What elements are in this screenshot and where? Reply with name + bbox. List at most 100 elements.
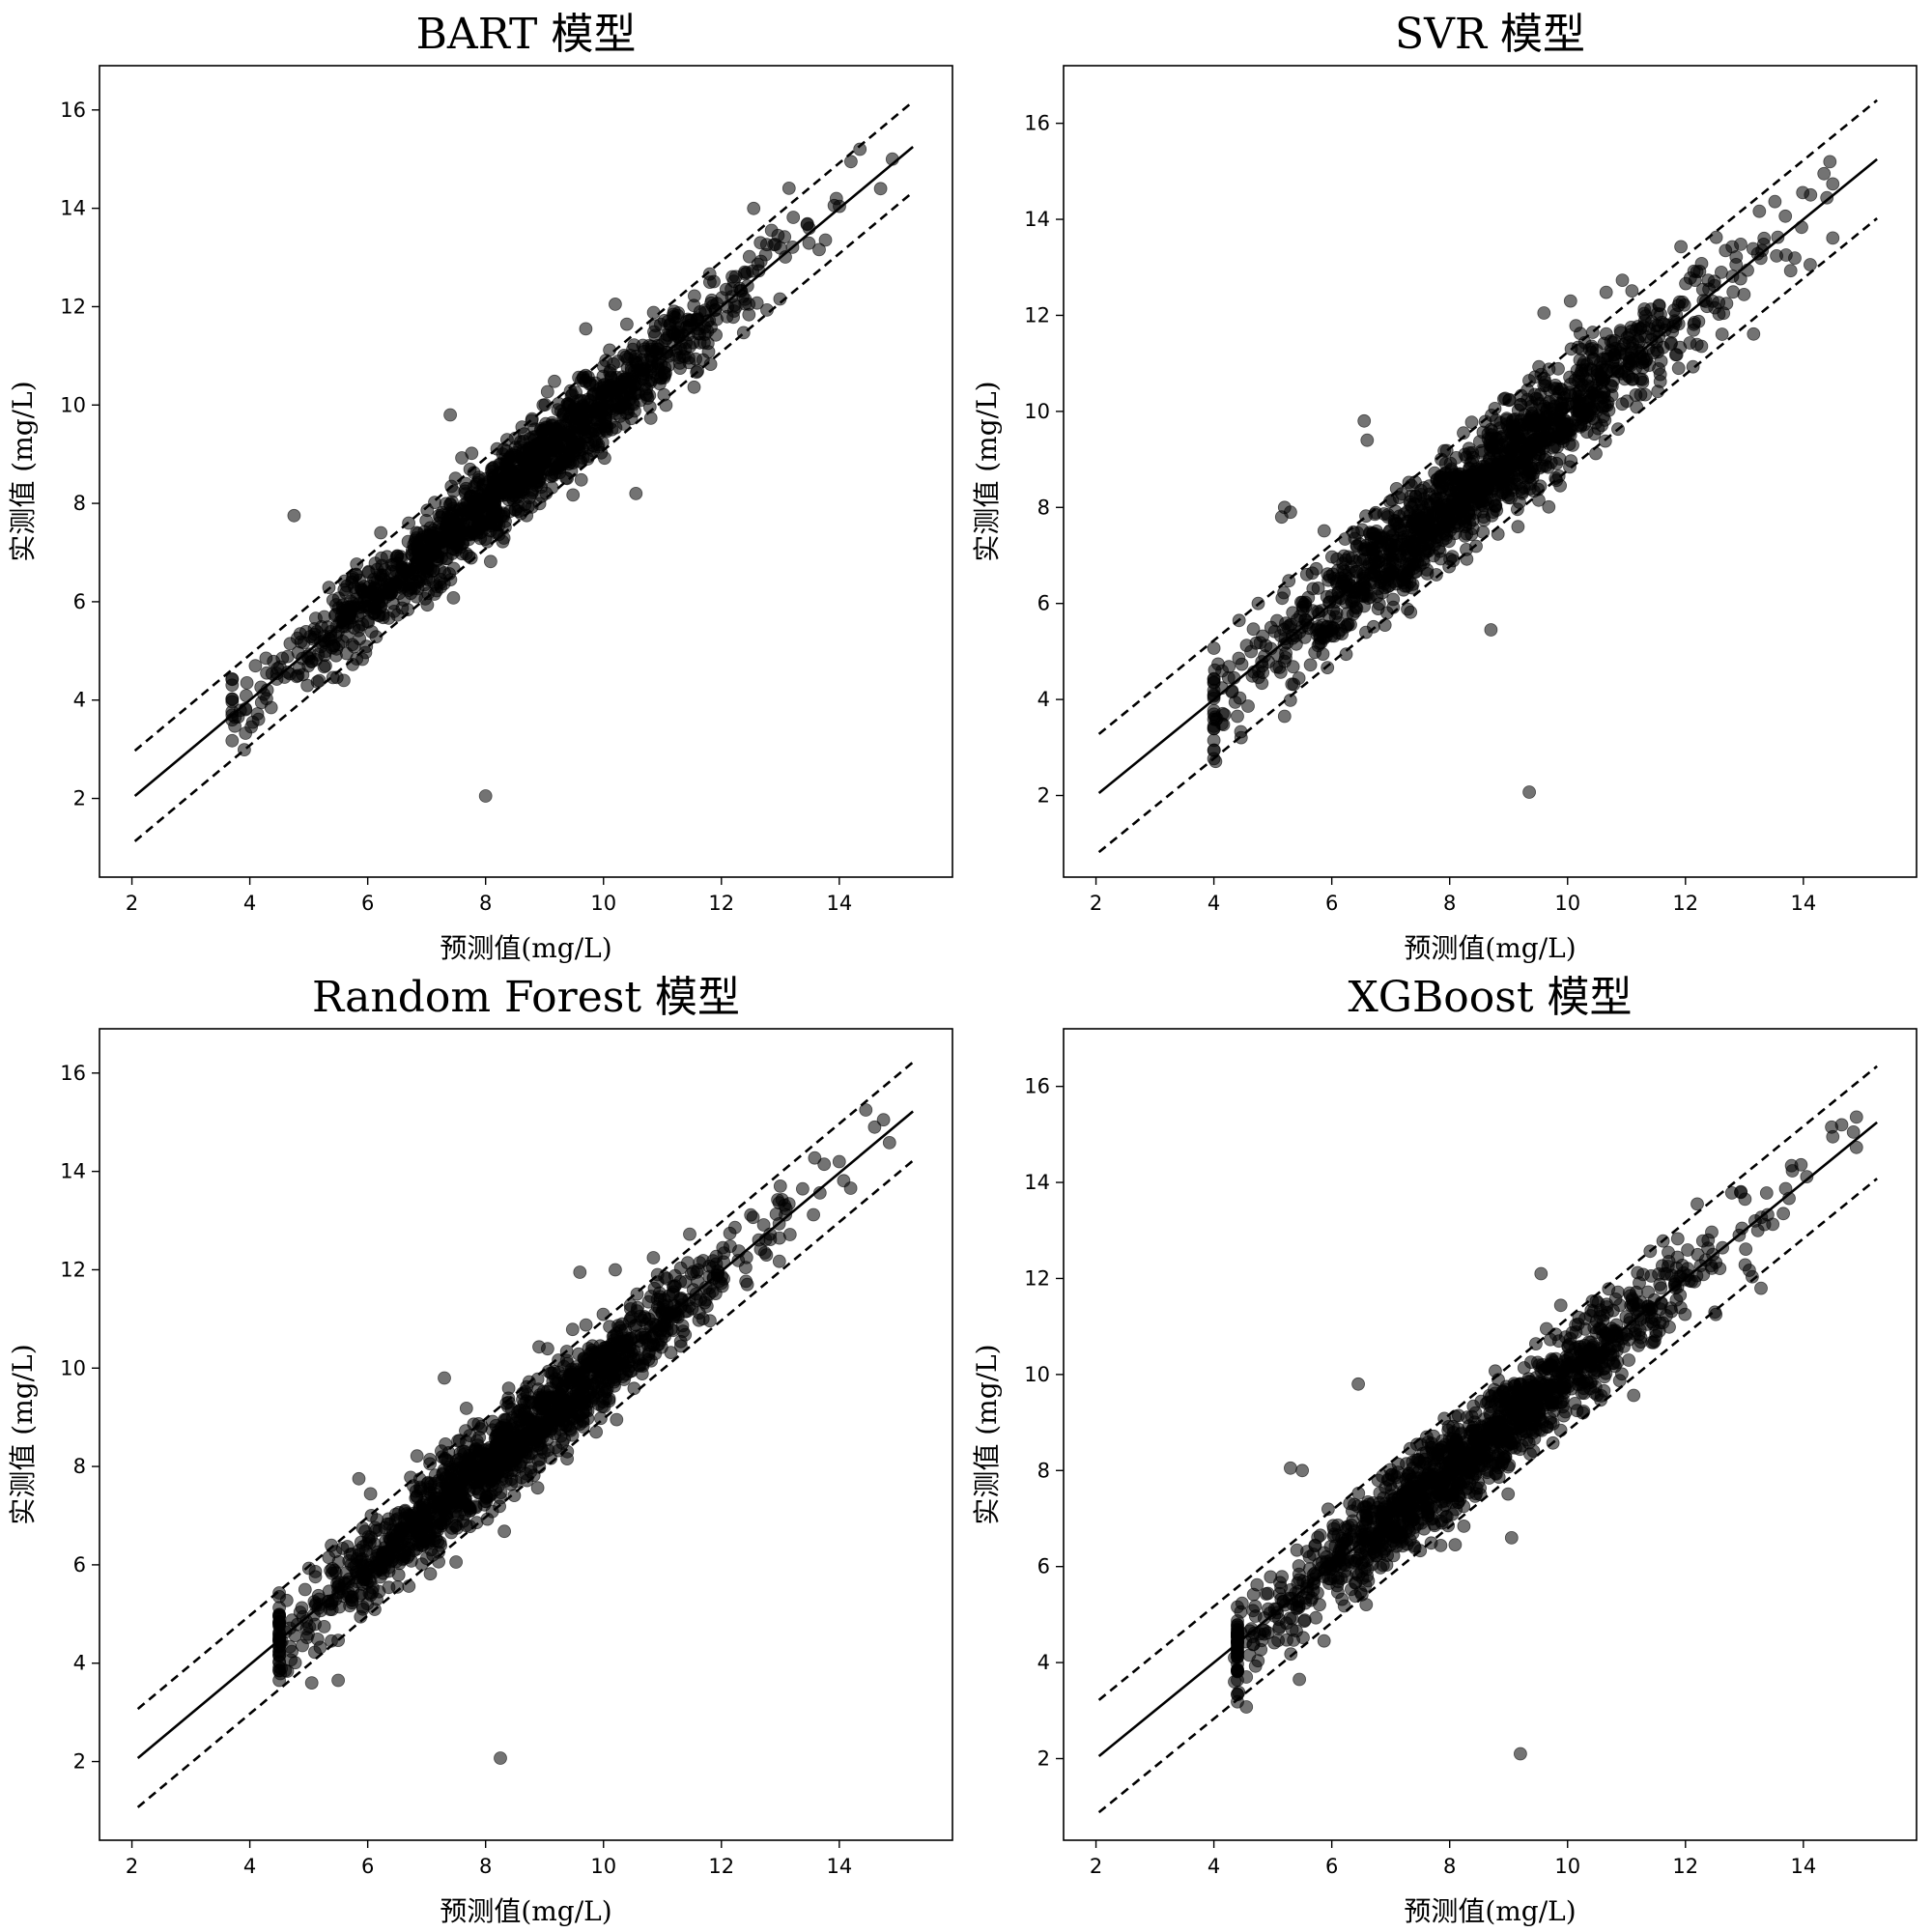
scatter-point (757, 1246, 772, 1260)
scatter-point (1461, 497, 1475, 512)
scatter-point (1350, 539, 1364, 553)
y-tick-label: 10 (60, 1356, 86, 1379)
scatter-point (1438, 467, 1452, 481)
scatter-point (560, 1452, 574, 1465)
scatter-point (1717, 306, 1731, 321)
scatter-point (1663, 337, 1678, 352)
scatter-point (328, 1545, 343, 1558)
scatter-point (455, 451, 469, 465)
scatter-point (1404, 605, 1418, 619)
scatter-point (844, 155, 858, 169)
scatter-point (624, 360, 639, 375)
bound-line (1097, 99, 1878, 735)
scatter-point (1539, 459, 1552, 473)
scatter-point (272, 1648, 287, 1662)
scatter-point (1694, 339, 1709, 354)
scatter-point (728, 270, 743, 284)
scatter-point (672, 355, 687, 370)
scatter-point (565, 1322, 580, 1337)
scatter-point (514, 435, 527, 449)
x-tick-label: 8 (479, 1855, 492, 1878)
scatter-point (1634, 387, 1648, 402)
scatter-point (764, 223, 779, 238)
x-tick-label: 2 (126, 892, 138, 915)
scatter-point (295, 1601, 309, 1615)
scatter-point (668, 344, 683, 357)
scatter-point (1511, 520, 1525, 534)
scatter-point (468, 1466, 482, 1481)
scatter-point (449, 1519, 464, 1533)
x-tick-label: 12 (708, 1855, 734, 1878)
scatter-point (706, 1254, 721, 1267)
scatter-point (1679, 276, 1692, 291)
scatter-point (1552, 452, 1567, 466)
scatter-point (621, 402, 635, 416)
scatter-point (420, 1519, 434, 1533)
scatter-point (1357, 552, 1372, 566)
scatter-point (1687, 317, 1701, 331)
scatter-point (719, 282, 733, 297)
scatter-point (1443, 515, 1458, 529)
scatter-point (603, 366, 617, 380)
scatter-point (352, 1471, 366, 1486)
scatter-point (1320, 589, 1334, 604)
scatter-point (363, 1575, 378, 1588)
scatter-point (642, 388, 657, 403)
scatter-point (1823, 155, 1837, 169)
scatter-point (1563, 370, 1577, 384)
scatter-point (573, 1265, 587, 1279)
x-tick-label: 8 (1443, 892, 1456, 915)
scatter-point (308, 611, 323, 625)
y-axis-label: 实测值 (mg/L) (7, 381, 39, 561)
scatter-point (1272, 661, 1287, 674)
scatter-point (589, 1425, 603, 1439)
scatter-point (540, 1384, 554, 1399)
x-tick-label: 2 (126, 1855, 138, 1878)
x-tick-label: 8 (1443, 1855, 1456, 1878)
scatter-point (1532, 359, 1546, 374)
scatter-point (329, 598, 343, 611)
y-axis-label: 实测值 (mg/L) (971, 381, 1003, 561)
scatter-point (646, 305, 661, 320)
scatter-point (469, 1434, 484, 1448)
scatter-point (667, 304, 681, 319)
scatter-point (1339, 619, 1353, 634)
scatter-point (1601, 395, 1615, 410)
scatter-point (829, 191, 843, 206)
scatter-point (1369, 557, 1383, 571)
scatter-point (423, 1567, 438, 1581)
scatter-point (610, 1412, 624, 1427)
scatter-point (800, 217, 814, 232)
scatter-point (308, 1570, 323, 1584)
scatter-point (478, 789, 493, 803)
scatter-point (449, 1555, 464, 1569)
scatter-point (1383, 524, 1398, 537)
scatter-point (455, 547, 469, 561)
scatter-point (1709, 230, 1723, 244)
scatter-point (597, 1400, 611, 1414)
scatter-point (1796, 185, 1810, 200)
scatter-point (1386, 592, 1401, 607)
scatter-point (1377, 507, 1391, 521)
scatter-point (225, 733, 240, 748)
scatter-point (514, 506, 528, 521)
y-tick-label: 2 (73, 1750, 86, 1774)
x-tick-label: 14 (826, 1855, 852, 1878)
scatter-point (1542, 499, 1556, 514)
x-tick-label: 2 (1090, 892, 1102, 915)
scatter-point (1596, 352, 1610, 366)
scatter-point (402, 1548, 416, 1562)
scatter-point (610, 1326, 624, 1341)
x-tick-label: 6 (361, 1855, 374, 1878)
y-tick-label: 14 (60, 197, 86, 220)
scatter-point (1671, 361, 1686, 376)
scatter-point (630, 1304, 644, 1318)
scatter-point (1405, 500, 1419, 514)
scatter-point (563, 1424, 578, 1437)
axes-frame (99, 1028, 953, 1841)
scatter-point (379, 590, 393, 604)
scatter-point (420, 598, 435, 612)
scatter-point (1849, 1140, 1863, 1154)
scatter-point (1345, 559, 1358, 574)
